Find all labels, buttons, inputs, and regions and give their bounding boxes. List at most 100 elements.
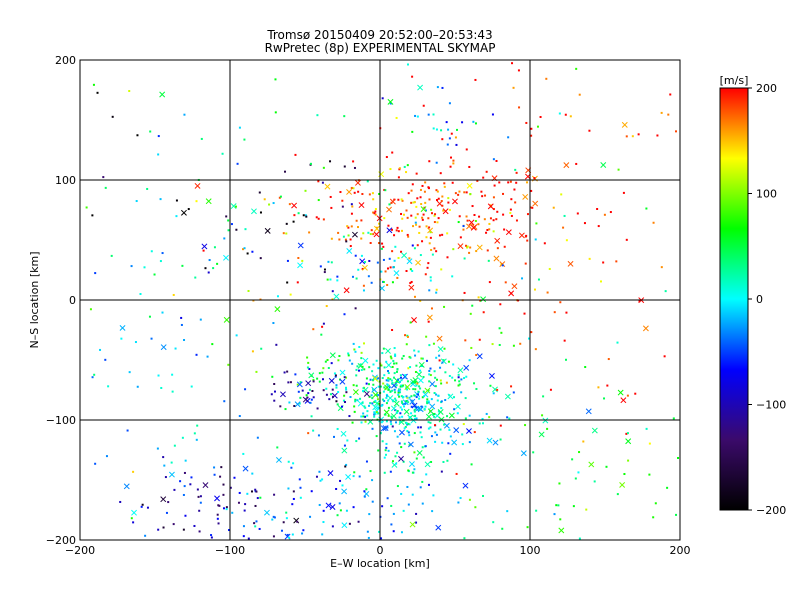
scatter-dot — [461, 433, 464, 436]
scatter-dot — [161, 311, 164, 314]
scatter-dot — [492, 158, 495, 161]
scatter-dot — [371, 402, 374, 405]
scatter-cross — [406, 258, 413, 265]
scatter-dot — [286, 259, 289, 262]
scatter-dot — [448, 102, 451, 105]
scatter-dot — [279, 405, 282, 408]
scatter-dot — [669, 93, 672, 96]
scatter-dot — [442, 460, 445, 463]
scatter-dot — [622, 191, 625, 194]
scatter-dot — [128, 90, 131, 93]
scatter-dot — [533, 288, 536, 291]
scatter-cross — [387, 395, 394, 402]
scatter-dot — [432, 127, 435, 130]
scatter-dot — [413, 432, 416, 435]
scatter-dot — [363, 495, 366, 498]
scatter-dot — [446, 143, 449, 146]
scatter-dot — [329, 278, 332, 281]
scatter-dot — [344, 401, 347, 404]
scatter-dot — [345, 463, 348, 466]
scatter-dot — [89, 308, 92, 311]
scatter-dot — [403, 165, 406, 168]
scatter-dot — [165, 511, 168, 514]
scatter-dot — [419, 188, 422, 191]
scatter-dot — [472, 120, 475, 123]
scatter-dot — [448, 137, 451, 140]
scatter-dot — [357, 520, 360, 523]
scatter-cross — [382, 425, 389, 431]
scatter-dot — [353, 166, 356, 169]
colorbar-ticks: −200 −100 0 100 200 — [748, 82, 786, 517]
scatter-dot — [92, 83, 95, 86]
scatter-dot — [199, 495, 202, 498]
scatter-dot — [362, 387, 365, 390]
scatter-dot — [354, 400, 357, 403]
scatter-cross — [386, 206, 392, 213]
scatter-dot — [383, 217, 386, 220]
scatter-dot — [368, 366, 371, 369]
scatter-cross — [600, 162, 607, 168]
scatter-dot — [457, 373, 460, 376]
scatter-dot — [346, 225, 349, 228]
scatter-cross — [411, 402, 418, 409]
scatter-dot — [341, 484, 344, 487]
scatter-cross — [487, 203, 494, 210]
scatter-dot — [424, 201, 427, 204]
scatter-cross — [352, 389, 359, 396]
scatter-dot — [418, 397, 421, 400]
scatter-dot — [355, 277, 358, 280]
y-tick-label: −200 — [46, 534, 76, 547]
scatter-dot — [459, 497, 462, 500]
scatter-dot — [216, 262, 219, 265]
scatter-dot — [235, 334, 238, 337]
scatter-dot — [457, 193, 460, 196]
scatter-dot — [223, 400, 226, 403]
scatter-dot — [410, 395, 413, 398]
scatter-dot — [282, 232, 285, 235]
scatter-cross — [378, 416, 385, 423]
y-tick-label: 200 — [55, 54, 76, 67]
scatter-dot — [389, 102, 392, 105]
scatter-dot — [99, 348, 102, 351]
scatter-dot — [473, 213, 476, 216]
scatter-dot — [428, 344, 431, 347]
scatter-dot — [444, 399, 447, 402]
scatter-dot — [301, 532, 304, 535]
scatter-dot — [360, 368, 363, 371]
scatter-dot — [367, 275, 370, 278]
scatter-dot — [229, 486, 232, 489]
scatter-dot — [289, 381, 292, 384]
scatter-dot — [377, 412, 380, 415]
scatter-dot — [471, 304, 474, 307]
scatter-dot — [299, 486, 302, 489]
scatter-dot — [347, 354, 350, 357]
scatter-dot — [530, 189, 533, 192]
scatter-dot — [273, 399, 276, 402]
scatter-dot — [575, 67, 578, 70]
scatter-dot — [406, 63, 409, 66]
scatter-dot — [536, 125, 539, 128]
scatter-dot — [393, 372, 396, 375]
scatter-dot — [533, 177, 536, 180]
scatter-dot — [386, 378, 389, 381]
scatter-cross — [642, 325, 649, 332]
scatter-dot — [511, 62, 514, 65]
scatter-dot — [495, 218, 498, 221]
scatter-dot — [93, 373, 96, 376]
scatter-dot — [401, 415, 404, 418]
scatter-dot — [353, 348, 356, 351]
scatter-dot — [383, 413, 386, 416]
scatter-dot — [395, 362, 398, 365]
scatter-dot — [395, 421, 398, 424]
scatter-dot — [389, 355, 392, 358]
scatter-dot — [157, 528, 160, 531]
scatter-dot — [384, 449, 387, 452]
scatter-dot — [380, 421, 383, 424]
scatter-dot — [460, 378, 463, 381]
scatter-dot — [457, 384, 460, 387]
scatter-cross — [341, 522, 348, 529]
scatter-dot — [397, 256, 400, 259]
scatter-dot — [625, 238, 628, 241]
scatter-dot — [323, 268, 326, 271]
scatter-dot — [451, 376, 454, 379]
